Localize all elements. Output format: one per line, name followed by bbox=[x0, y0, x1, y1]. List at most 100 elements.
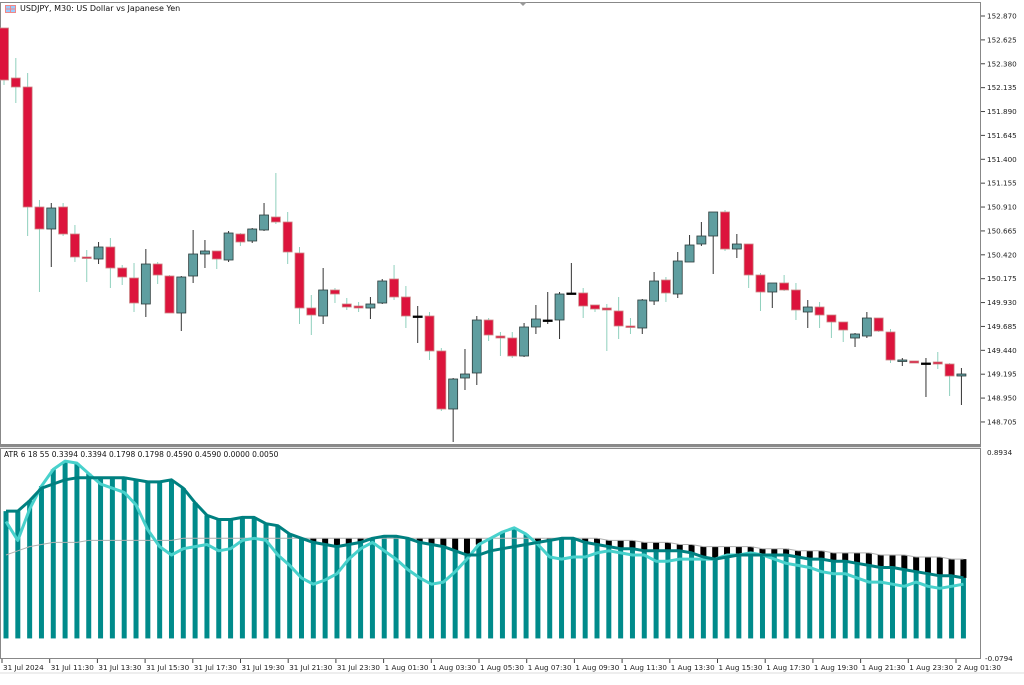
atr-bar bbox=[913, 571, 919, 639]
atr-bar bbox=[440, 546, 446, 639]
atr-bar bbox=[559, 538, 565, 639]
candle bbox=[507, 337, 518, 357]
candle bbox=[34, 206, 45, 230]
candle bbox=[720, 211, 730, 250]
candle bbox=[223, 232, 234, 261]
candle bbox=[412, 315, 423, 318]
time-tick-label: 31 Jul 13:30 bbox=[98, 663, 142, 672]
price-tick-label: 150.175 bbox=[987, 274, 1017, 283]
candle bbox=[613, 310, 624, 327]
atr-bar bbox=[582, 542, 588, 639]
atr-bar bbox=[937, 575, 943, 639]
atr-bar bbox=[180, 488, 186, 639]
time-tick-label: 31 Jul 19:30 bbox=[242, 663, 286, 672]
atr-bar bbox=[157, 481, 163, 639]
time-tick-label: 1 Aug 07:30 bbox=[528, 663, 572, 672]
atr-bar bbox=[381, 536, 387, 639]
atr-bar bbox=[511, 527, 517, 639]
atr-bar bbox=[960, 577, 966, 639]
indicator-axis: 0.8934 -0.0794 bbox=[985, 448, 1013, 663]
scroll-marker-icon[interactable] bbox=[519, 2, 527, 6]
price-tick-label: 151.645 bbox=[987, 131, 1017, 140]
candle bbox=[684, 244, 695, 263]
time-tick-label: 31 Jul 15:30 bbox=[146, 663, 190, 672]
atr-bar bbox=[795, 557, 801, 639]
atr-bar bbox=[98, 477, 104, 639]
candle bbox=[341, 303, 352, 308]
atr-bar bbox=[358, 542, 364, 639]
atr-bar bbox=[452, 550, 458, 639]
time-tick-label: 31 Jul 17:30 bbox=[194, 663, 238, 672]
candle bbox=[921, 362, 931, 365]
atr-bar bbox=[239, 517, 245, 639]
candle bbox=[294, 252, 305, 309]
atr-bar bbox=[890, 567, 895, 639]
candle bbox=[519, 326, 529, 357]
candle bbox=[542, 319, 553, 322]
time-tick-label: 1 Aug 05:30 bbox=[480, 663, 524, 672]
atr-bar bbox=[27, 500, 33, 639]
atr-bar bbox=[535, 542, 541, 639]
indicator-pane-frame bbox=[0, 448, 981, 659]
candle bbox=[211, 250, 222, 260]
atr-bar bbox=[216, 519, 222, 639]
candle bbox=[767, 282, 778, 293]
chart-title: USDJPY, M30: US Dollar vs Japanese Yen bbox=[20, 4, 181, 13]
atr-bar bbox=[488, 538, 494, 639]
atr-bar bbox=[74, 463, 80, 639]
candle bbox=[826, 314, 837, 323]
candle bbox=[838, 321, 849, 331]
candle bbox=[483, 319, 494, 336]
candle bbox=[932, 361, 943, 365]
time-tick-label: 1 Aug 19:30 bbox=[814, 663, 858, 672]
candlestick-series bbox=[0, 27, 967, 442]
atr-bar bbox=[606, 546, 612, 639]
candle bbox=[637, 299, 648, 329]
atr-bar bbox=[878, 567, 884, 639]
atr-bar bbox=[417, 542, 423, 639]
time-tick-label: 1 Aug 03:30 bbox=[432, 663, 476, 672]
candle bbox=[140, 263, 151, 305]
atr-bar bbox=[949, 575, 955, 639]
atr-bar bbox=[901, 569, 907, 639]
candle bbox=[625, 325, 636, 328]
candle bbox=[93, 246, 104, 260]
candle bbox=[152, 263, 163, 276]
time-tick-label: 2 Aug 01:30 bbox=[957, 663, 1001, 672]
time-tick-label: 1 Aug 21:30 bbox=[862, 663, 906, 672]
atr-bar bbox=[228, 519, 234, 639]
atr-bar bbox=[275, 525, 281, 639]
atr-bar bbox=[192, 502, 198, 639]
time-tick-label: 1 Aug 15:30 bbox=[719, 663, 763, 672]
atr-lines bbox=[4, 459, 964, 590]
price-tick-label: 152.135 bbox=[987, 83, 1017, 92]
candle bbox=[861, 317, 872, 337]
atr-bar bbox=[322, 544, 328, 639]
atr-bar bbox=[50, 469, 56, 639]
candle bbox=[590, 304, 600, 310]
time-tick-label: 1 Aug 01:30 bbox=[385, 663, 429, 672]
candle bbox=[46, 207, 57, 230]
price-pane-frame bbox=[0, 2, 981, 445]
atr-bar bbox=[62, 461, 68, 639]
time-tick-label: 1 Aug 09:30 bbox=[575, 663, 619, 672]
candle bbox=[117, 267, 128, 278]
atr-bar bbox=[783, 554, 789, 639]
atr-bar bbox=[263, 523, 269, 639]
atr-bar bbox=[38, 486, 44, 639]
candle bbox=[649, 280, 659, 302]
atr-bar bbox=[771, 554, 777, 639]
candle bbox=[377, 280, 388, 304]
candle bbox=[566, 292, 577, 295]
price-tick-label: 148.950 bbox=[987, 394, 1017, 403]
price-axis: 152.870 152.625 152.380 152.135 151.890 151.6… bbox=[981, 12, 1017, 426]
atr-bar bbox=[133, 479, 139, 639]
candle bbox=[259, 214, 269, 231]
candle bbox=[81, 256, 92, 259]
atr-bar bbox=[677, 550, 683, 639]
time-tick-label: 1 Aug 11:30 bbox=[623, 663, 667, 672]
candle bbox=[578, 292, 589, 307]
atr-bar bbox=[547, 540, 553, 639]
